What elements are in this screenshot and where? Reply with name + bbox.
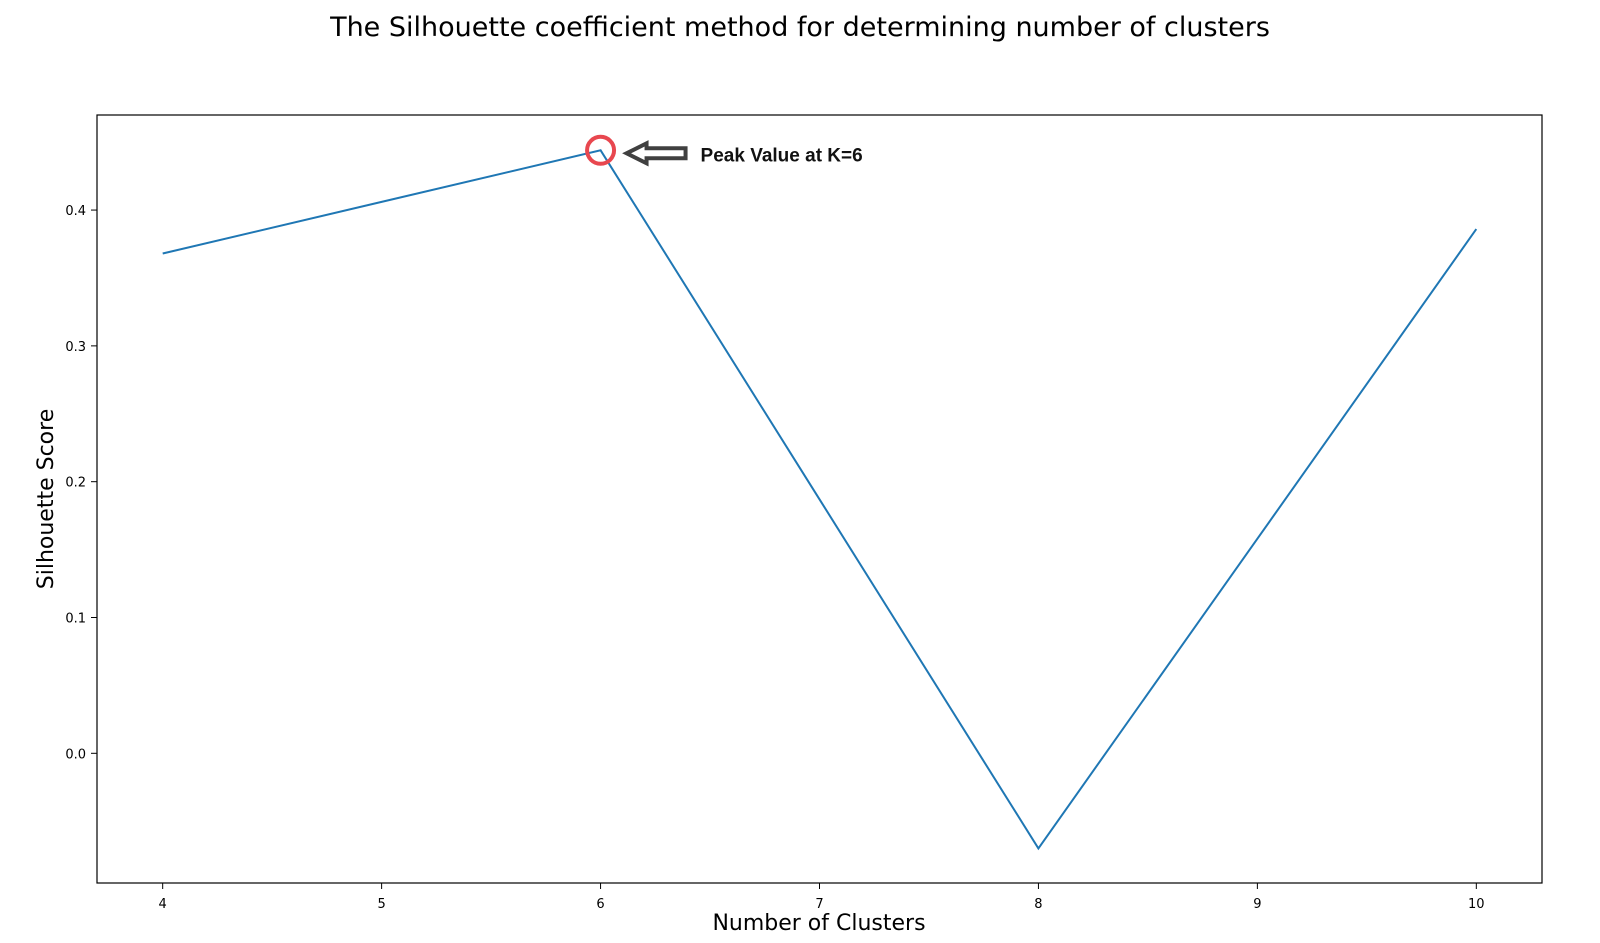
- series-group: [162, 149, 1478, 851]
- peak-annotation-text: Peak Value at K=6: [701, 145, 863, 166]
- series-line: [162, 149, 1478, 851]
- peak-marker-circle: [585, 134, 617, 166]
- y-tick-label: 0.4: [65, 204, 86, 219]
- y-tick-label: 0.1: [65, 611, 86, 626]
- peak-arrow-icon: [622, 140, 688, 167]
- y-axis-label: Silhouette Score: [34, 409, 59, 589]
- chart-title: The Silhouette coefficient method for de…: [329, 12, 1270, 43]
- y-tick-label: 0.0: [65, 747, 86, 762]
- x-tick-label: 9: [1253, 897, 1261, 912]
- y-tick-label: 0.2: [65, 476, 86, 491]
- x-tick-label: 7: [815, 897, 823, 912]
- x-tick-label: 4: [159, 897, 167, 912]
- x-axis-ticks: 4 5 6 7 8 9 10: [159, 883, 1485, 912]
- x-tick-label: 6: [596, 897, 604, 912]
- peak-annotation: Peak Value at K=6: [585, 134, 863, 167]
- y-tick-label: 0.3: [65, 340, 86, 355]
- x-axis-label: Number of Clusters: [712, 911, 925, 936]
- x-tick-label: 5: [377, 897, 385, 912]
- x-tick-label: 10: [1468, 897, 1485, 912]
- x-tick-label: 8: [1034, 897, 1042, 912]
- y-axis-ticks: 0.0 0.1 0.2 0.3 0.4: [65, 204, 97, 762]
